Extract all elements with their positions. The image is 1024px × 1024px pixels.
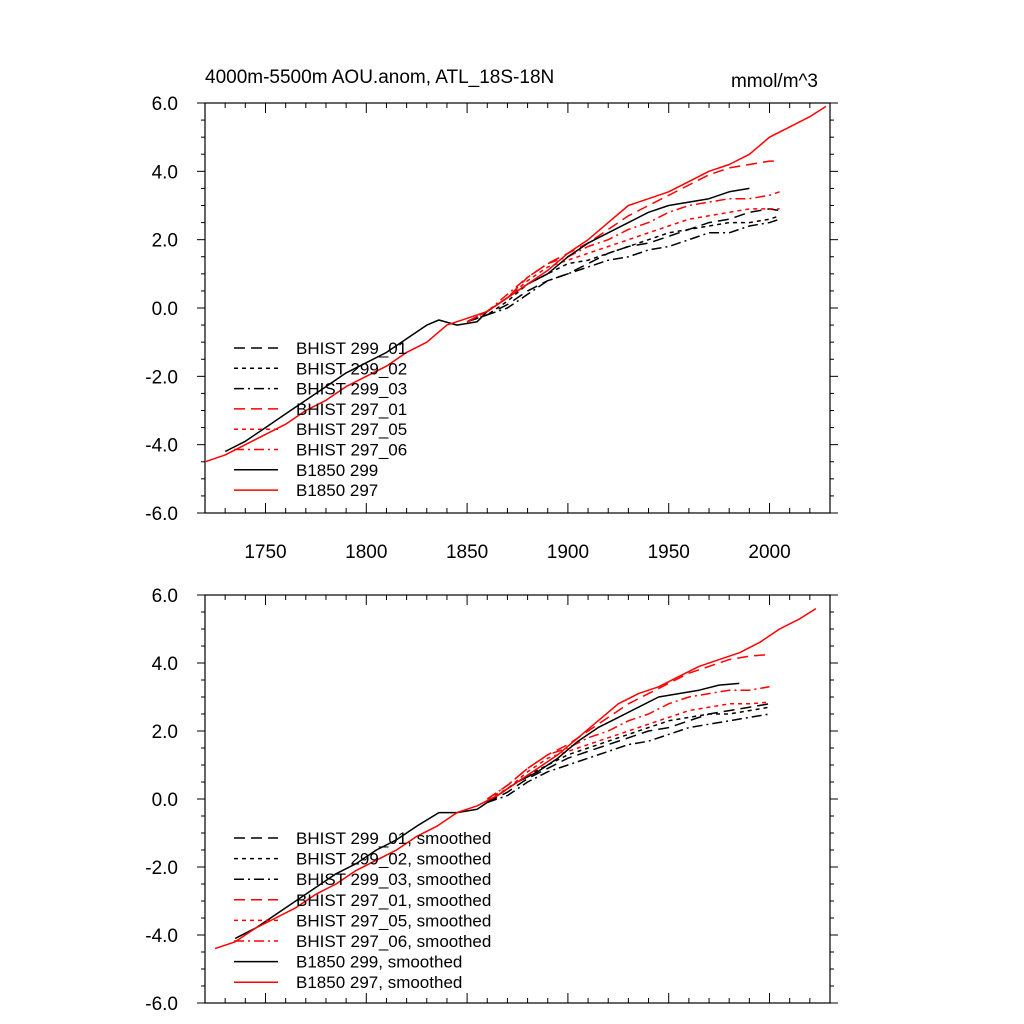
legend-label: B1850 299 — [296, 461, 378, 480]
x-tick-label: 1950 — [648, 542, 690, 563]
y-tick-label: 2.0 — [152, 722, 178, 743]
y-tick-label: -4.0 — [145, 436, 178, 457]
y-tick-label: 4.0 — [152, 162, 178, 183]
y-tick-label: -2.0 — [145, 858, 178, 879]
y-tick-label: -2.0 — [145, 367, 178, 388]
series-line — [466, 191, 780, 323]
y-tick-label: 4.0 — [152, 654, 178, 675]
legend-label: BHIST 297_01 — [296, 400, 407, 419]
legend-label: BHIST 299_01 — [296, 339, 407, 358]
legend-label: BHIST 299_03, smoothed — [296, 870, 491, 889]
series-line — [466, 218, 780, 323]
y-tick-label: 0.0 — [152, 790, 178, 811]
series-line — [466, 208, 780, 323]
y-tick-label: 2.0 — [152, 231, 178, 252]
series-line — [466, 160, 780, 323]
x-tick-label: 1800 — [345, 542, 387, 563]
series-line — [486, 706, 770, 804]
legend-label: BHIST 299_03 — [296, 380, 407, 399]
legend-label: B1850 297, smoothed — [296, 973, 462, 992]
series-line — [486, 686, 770, 800]
series-line — [234, 682, 740, 940]
legend-label: BHIST 297_06, smoothed — [296, 932, 491, 951]
y-tick-label: 6.0 — [152, 586, 178, 607]
legend-label: BHIST 299_02 — [296, 359, 407, 378]
legend-label: BHIST 297_05 — [296, 420, 407, 439]
y-tick-label: 0.0 — [152, 299, 178, 320]
series-line — [466, 215, 780, 323]
series-line — [204, 105, 827, 463]
series-line — [214, 607, 817, 950]
legend-label: BHIST 299_01, smoothed — [296, 829, 491, 848]
legend-label: BHIST 297_01, smoothed — [296, 891, 491, 910]
x-tick-label: 1850 — [446, 542, 488, 563]
legend-label: B1850 297 — [296, 481, 378, 500]
chart-title: 4000m-5500m AOU.anom, ATL_18S-18N — [205, 67, 554, 88]
series-line — [466, 208, 780, 323]
y-tick-label: -6.0 — [145, 994, 178, 1015]
units-label: mmol/m^3 — [731, 71, 818, 92]
series-line — [487, 713, 770, 804]
x-tick-label: 1750 — [244, 542, 286, 563]
series-line — [224, 187, 750, 453]
y-tick-label: -4.0 — [145, 926, 178, 947]
legend-label: BHIST 297_06 — [296, 441, 407, 460]
legend-label: BHIST 299_02, smoothed — [296, 850, 491, 869]
bottom-panel: -6.0 -4.0 -2.0 0.0 2.0 4.0 6.0 BHIST 299_01, sm… — [145, 586, 838, 1015]
legend-label: BHIST 297_05, smoothed — [296, 911, 491, 930]
series-line — [486, 701, 770, 800]
x-tick-label: 2000 — [748, 542, 790, 563]
y-tick-label: -6.0 — [145, 504, 178, 525]
y-tick-label: 6.0 — [152, 94, 178, 115]
legend-label: B1850 299, smoothed — [296, 953, 462, 972]
series-line — [486, 703, 770, 804]
top-panel: 1750 1800 1850 1900 1950 2000 -6.0 -4.0 -2.0 0.0 2… — [145, 94, 838, 563]
x-tick-label: 1900 — [547, 542, 589, 563]
series-line — [486, 653, 770, 800]
